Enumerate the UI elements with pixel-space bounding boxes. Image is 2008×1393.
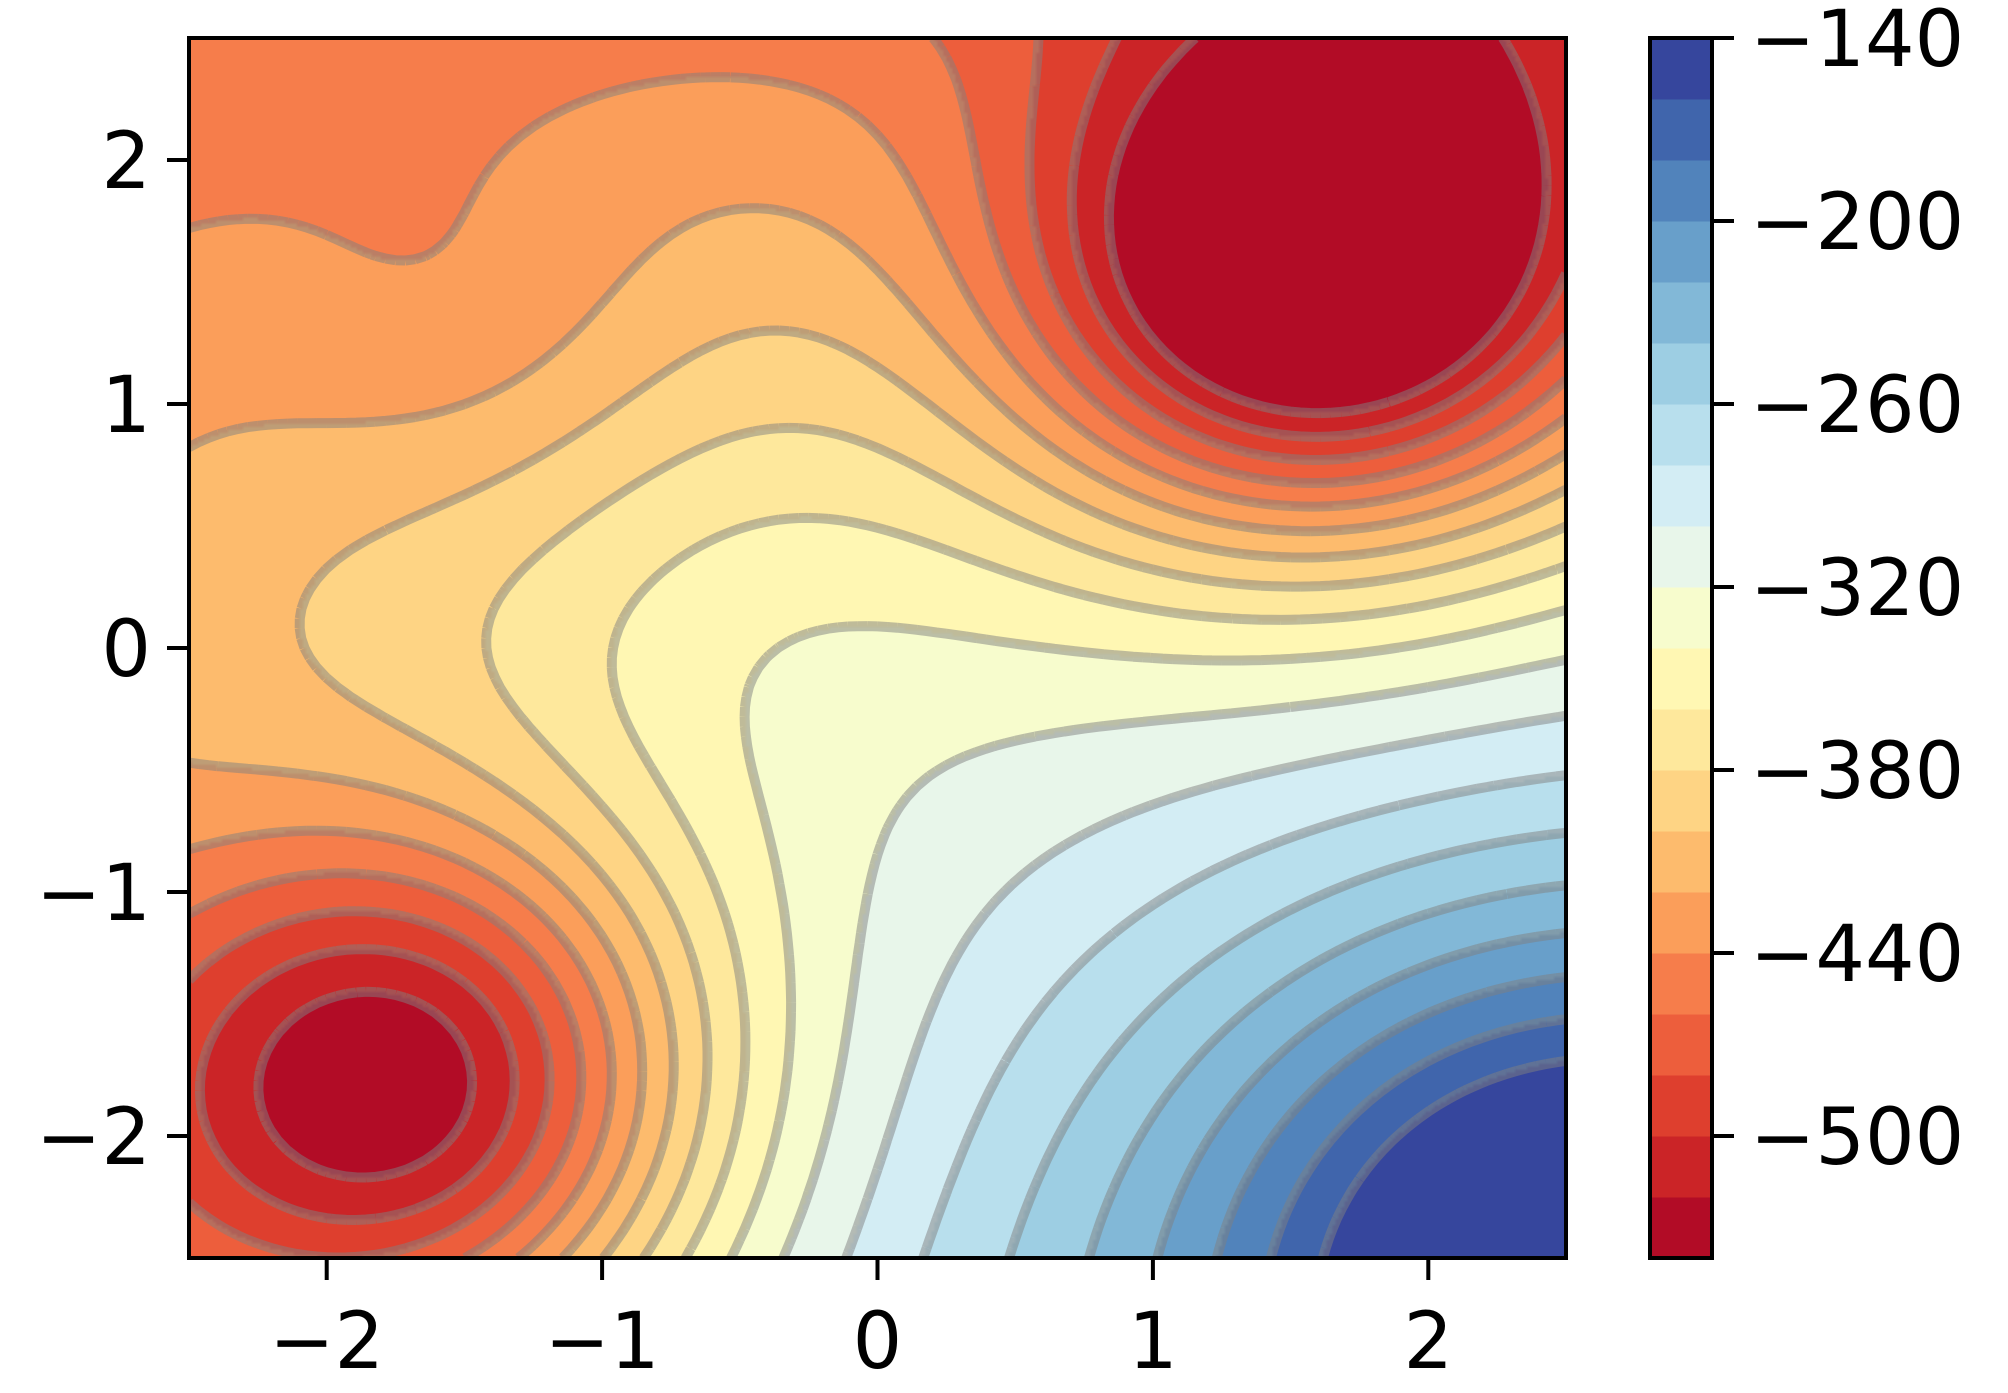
y-tick-label: 2	[101, 117, 151, 207]
y-tick-label: 0	[101, 605, 151, 695]
colorbar-tick-label: −260	[1750, 361, 1964, 451]
contour-line	[481, 422, 1566, 1258]
colorbar-tick-label: −320	[1750, 544, 1964, 634]
colorbar-band	[1650, 343, 1712, 405]
y-axis: 2 1 0 −1 −2	[36, 117, 189, 1183]
x-tick-label: 1	[1128, 1297, 1178, 1387]
contour-line	[778, 654, 1566, 1258]
contour-line	[606, 512, 1566, 1258]
contour-line	[726, 605, 1566, 1258]
x-tick-label: −2	[269, 1297, 384, 1387]
colorbar: −140 −200 −260 −320 −380 −440 −500	[1648, 0, 1964, 1260]
contour-line	[918, 770, 1566, 1258]
colorbar-band	[1650, 404, 1712, 466]
colorbar-tick-label: −200	[1750, 178, 1964, 268]
contour-line	[253, 38, 1552, 1183]
contour-line	[189, 38, 1566, 1258]
x-tick-label: −1	[545, 1297, 660, 1387]
colorbar-band	[1650, 282, 1712, 344]
contour-line	[1084, 880, 1566, 1258]
y-tick-label: 1	[101, 361, 151, 451]
colorbar-band	[1650, 648, 1712, 710]
colorbar-band	[1650, 1136, 1712, 1198]
contour-line	[189, 203, 1566, 1258]
colorbar-frame	[1648, 36, 1714, 1260]
colorbar-band	[1650, 38, 1712, 100]
contour-fill	[189, 38, 1566, 1258]
x-tick-label: 0	[853, 1297, 903, 1387]
colorbar-band	[1650, 99, 1712, 161]
y-tick-label: −2	[36, 1093, 151, 1183]
colorbar-band	[1650, 831, 1712, 893]
y-tick-label: −1	[36, 849, 151, 939]
contour-line	[841, 710, 1566, 1258]
colorbar-band	[1650, 160, 1712, 222]
colorbar-band	[1650, 221, 1712, 283]
colorbar-tick-label: −380	[1750, 727, 1964, 817]
colorbar-band	[1650, 1014, 1712, 1076]
contour-line	[1211, 972, 1566, 1258]
plot-area	[187, 36, 1568, 1260]
colorbar-tick-label: −440	[1750, 910, 1964, 1000]
colorbar-ticks: −140 −200 −260 −320 −380 −440 −500	[1712, 0, 1964, 1183]
contour-lines	[189, 38, 1566, 1258]
x-axis: −2 −1 0 1 2	[269, 1258, 1453, 1387]
contour-line	[1265, 1014, 1566, 1258]
colorbar-band	[1650, 892, 1712, 954]
colorbar-band	[1650, 953, 1712, 1015]
contour-line	[189, 38, 1566, 1258]
colorbar-bands	[1650, 38, 1712, 1259]
x-tick-label: 2	[1403, 1297, 1453, 1387]
colorbar-band	[1650, 587, 1712, 649]
colorbar-tick-label: −140	[1750, 0, 1964, 85]
colorbar-band	[1650, 1197, 1712, 1259]
colorbar-band	[1650, 526, 1712, 588]
contour-line	[1004, 827, 1566, 1258]
colorbar-band	[1650, 709, 1712, 771]
contour-line	[194, 38, 1566, 1225]
colorbar-band	[1650, 770, 1712, 832]
contour-line	[189, 72, 1566, 1258]
contour-line	[294, 325, 1566, 1258]
colorbar-tick-label: −500	[1750, 1093, 1964, 1183]
colorbar-band	[1650, 1075, 1712, 1137]
colorbar-band	[1650, 465, 1712, 527]
